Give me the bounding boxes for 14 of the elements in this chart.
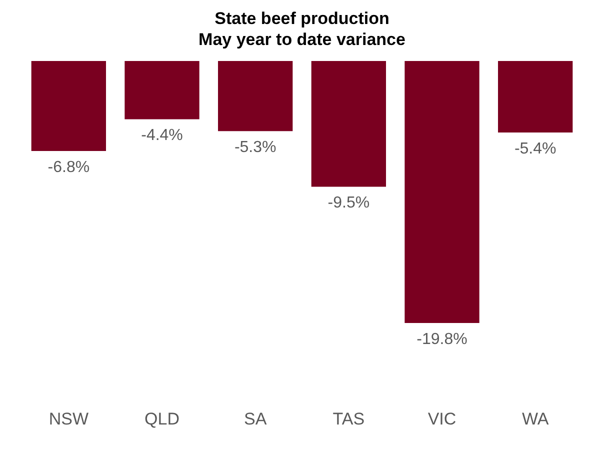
chart-subtitle: May year to date variance <box>198 30 406 49</box>
x-tick-label: QLD <box>144 410 180 428</box>
x-tick-label: WA <box>522 410 550 428</box>
chart-title: State beef production <box>214 9 390 28</box>
x-tick-label: SA <box>244 410 268 428</box>
x-tick-label: NSW <box>48 410 89 428</box>
data-label: -6.8% <box>48 158 90 176</box>
data-label: -5.3% <box>234 139 276 156</box>
data-label: -19.8% <box>416 331 468 348</box>
x-tick-label: TAS <box>332 410 365 428</box>
data-label: -5.4% <box>514 140 556 158</box>
data-label: -9.5% <box>328 194 370 212</box>
x-tick-label: VIC <box>428 410 456 428</box>
data-label: -4.4% <box>141 127 183 144</box>
